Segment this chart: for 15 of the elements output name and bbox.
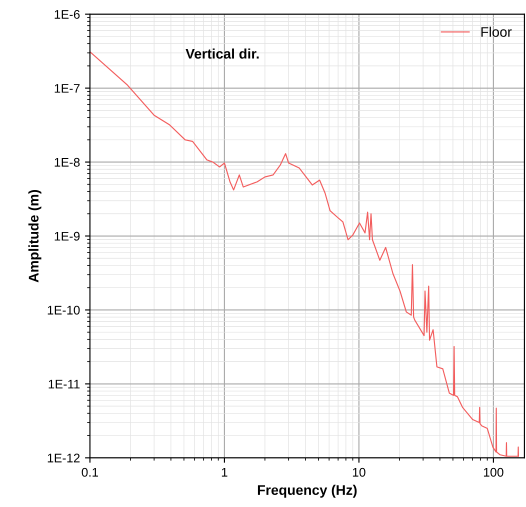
y-tick-label: 1E-10 (48, 306, 80, 315)
annotation: Vertical dir. (186, 48, 259, 59)
x-tick-label: 0.1 (82, 468, 98, 477)
y-axis-title: Amplitude (m) (28, 190, 42, 282)
y-tick-label: 1E-7 (54, 84, 80, 93)
x-tick-label: 10 (352, 468, 366, 477)
y-tick-label: 1E-6 (54, 10, 80, 19)
x-axis-title: Frequency (Hz) (258, 484, 357, 498)
y-tick-label: 1E-9 (54, 232, 80, 241)
y-tick-label: 1E-8 (54, 158, 80, 167)
x-tick-label: 100 (484, 468, 504, 477)
x-tick-label: 1 (222, 468, 228, 477)
y-tick-label: 1E-12 (48, 454, 80, 462)
y-tick-label: 1E-11 (48, 380, 80, 388)
legend-label: Floor (481, 26, 512, 37)
